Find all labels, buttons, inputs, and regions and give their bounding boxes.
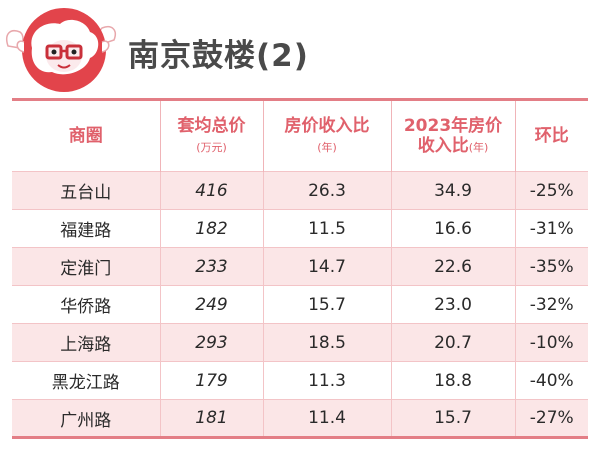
table-row: 上海路 293 18.5 20.7 -10% <box>12 323 588 362</box>
cell-area: 广州路 <box>12 399 160 438</box>
cell-ratio-2023: 16.6 <box>390 209 515 248</box>
column-header-label: 商圈 <box>68 125 103 146</box>
cell-ratio-2023: 34.9 <box>390 171 515 210</box>
cell-change: -10% <box>514 323 588 362</box>
column-header-label: 房价收入比 <box>284 115 370 136</box>
cell-ratio: 26.3 <box>262 171 391 210</box>
table-row: 华侨路 249 15.7 23.0 -32% <box>12 285 588 324</box>
column-header-avg-price: 套均总价 (万元) <box>159 99 263 172</box>
cell-change: -25% <box>514 171 588 210</box>
cell-ratio: 11.5 <box>262 209 391 248</box>
cell-area: 定淮门 <box>12 247 160 286</box>
cell-avg-price: 293 <box>159 323 263 362</box>
column-header-unit: (万元) <box>196 141 227 154</box>
cell-avg-price: 179 <box>159 361 263 400</box>
table-row: 定淮门 233 14.7 22.6 -35% <box>12 247 588 286</box>
cell-ratio: 11.3 <box>262 361 391 400</box>
cell-ratio: 14.7 <box>262 247 391 286</box>
column-header-unit: (年) <box>317 141 337 154</box>
cell-area: 福建路 <box>12 209 160 248</box>
sheep-mascot-icon <box>6 8 116 92</box>
cell-ratio-2023: 22.6 <box>390 247 515 286</box>
cell-change: -35% <box>514 247 588 286</box>
cell-avg-price: 249 <box>159 285 263 324</box>
table-row: 黑龙江路 179 11.3 18.8 -40% <box>12 361 588 400</box>
table-row: 广州路 181 11.4 15.7 -27% <box>12 399 588 438</box>
column-header-area: 商圈 <box>12 99 160 172</box>
header: 南京鼓楼(2) <box>0 0 600 95</box>
column-header-label: 套均总价 <box>177 115 246 136</box>
cell-avg-price: 233 <box>159 247 263 286</box>
cell-area: 五台山 <box>12 171 160 210</box>
cell-avg-price: 181 <box>159 399 263 438</box>
cell-avg-price: 416 <box>159 171 263 210</box>
column-header-label: 环比 <box>534 125 569 146</box>
table-row: 福建路 182 11.5 16.6 -31% <box>12 209 588 248</box>
column-header-label-line2: 收入比 <box>417 136 469 156</box>
cell-area: 上海路 <box>12 323 160 362</box>
table-row: 五台山 416 26.3 34.9 -25% <box>12 171 588 210</box>
cell-ratio-2023: 15.7 <box>390 399 515 438</box>
column-header-label: 2023年房价 <box>403 115 503 136</box>
cell-change: -32% <box>514 285 588 324</box>
column-header-unit: (年) <box>468 141 489 154</box>
cell-change: -40% <box>514 361 588 400</box>
cell-ratio-2023: 18.8 <box>390 361 515 400</box>
table-header-row: 商圈 套均总价 (万元) 房价收入比 (年) 2023年房价 收入比(年) 环比 <box>12 99 588 172</box>
cell-area: 华侨路 <box>12 285 160 324</box>
cell-ratio: 11.4 <box>262 399 391 438</box>
column-header-ratio: 房价收入比 (年) <box>262 99 391 172</box>
column-header-ratio-2023: 2023年房价 收入比(年) <box>390 99 515 172</box>
cell-change: -27% <box>514 399 588 438</box>
cell-change: -31% <box>514 209 588 248</box>
column-header-change: 环比 <box>514 99 588 172</box>
cell-ratio-2023: 23.0 <box>390 285 515 324</box>
cell-ratio: 18.5 <box>262 323 391 362</box>
page-title: 南京鼓楼(2) <box>128 38 309 74</box>
cell-ratio-2023: 20.7 <box>390 323 515 362</box>
data-table: 商圈 套均总价 (万元) 房价收入比 (年) 2023年房价 收入比(年) 环比 <box>12 98 588 439</box>
cell-avg-price: 182 <box>159 209 263 248</box>
cell-area: 黑龙江路 <box>12 361 160 400</box>
cell-ratio: 15.7 <box>262 285 391 324</box>
table-body: 五台山 416 26.3 34.9 -25% 福建路 182 11.5 16.6 -31% 定淮门 2… <box>12 171 588 438</box>
